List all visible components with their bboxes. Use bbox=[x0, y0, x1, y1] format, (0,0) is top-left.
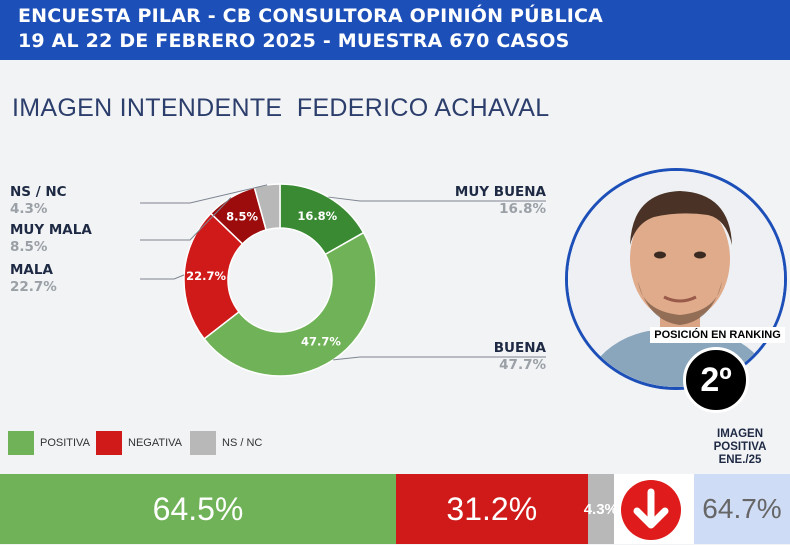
label-buena-value: 47.7% bbox=[499, 357, 546, 373]
leader-line-buena bbox=[333, 356, 546, 361]
legend-label-ns-nc: NS / NC bbox=[222, 437, 263, 449]
ranking-label: POSICIÓN EN RANKING bbox=[650, 327, 785, 343]
slice-value-muy-mala: 8.5% bbox=[226, 209, 258, 223]
leader-line-ns-nc bbox=[140, 184, 268, 204]
slice-value-labels: 16.8%47.7%22.7%8.5%4.3% bbox=[186, 209, 341, 349]
header-banner: ENCUESTA PILAR - CB CONSULTORA OPINIÓN P… bbox=[0, 0, 790, 60]
label-mala-name: MALA bbox=[10, 262, 53, 278]
legend-positiva: POSITIVA bbox=[8, 431, 90, 455]
label-muy-buena-value: 16.8% bbox=[499, 201, 546, 217]
legend-swatch-negativa bbox=[96, 431, 122, 455]
bar-negativa: 31.2% bbox=[396, 474, 588, 544]
label-ns-nc: NS / NC 4.3% bbox=[10, 184, 67, 218]
label-muy-buena: MUY BUENA 16.8% bbox=[420, 184, 546, 218]
leader-line-muy-buena bbox=[328, 196, 546, 202]
person-photo bbox=[565, 168, 787, 390]
label-muy-mala-name: MUY MALA bbox=[10, 222, 92, 238]
label-ns-nc-name: NS / NC bbox=[10, 184, 67, 200]
person-photo-icon bbox=[568, 171, 784, 387]
label-muy-buena-name: MUY BUENA bbox=[454, 184, 546, 200]
bar-ns-nc: 4.3% bbox=[584, 474, 618, 544]
legend-ns-nc: NS / NC bbox=[190, 431, 262, 455]
legend-swatch-ns-nc bbox=[190, 431, 216, 455]
label-ns-nc-value: 4.3% bbox=[10, 201, 48, 217]
label-mala-value: 22.7% bbox=[10, 279, 57, 295]
bar-positiva: 64.5% bbox=[0, 474, 397, 544]
arrow-down-icon bbox=[621, 480, 681, 540]
chart-title: IMAGEN INTENDENTE FEDERICO ACHAVAL bbox=[12, 94, 550, 122]
leader-line-mala bbox=[140, 274, 185, 280]
donut-slices bbox=[183, 183, 377, 377]
previous-value: 64.7% bbox=[694, 474, 790, 544]
slice-buena bbox=[203, 231, 377, 377]
legend-label-positiva: POSITIVA bbox=[40, 437, 90, 449]
label-mala: MALA 22.7% bbox=[10, 262, 57, 296]
legend-swatch-positiva bbox=[8, 431, 34, 455]
label-muy-mala-value: 8.5% bbox=[10, 239, 48, 255]
label-buena-name: BUENA bbox=[493, 340, 546, 356]
slice-value-muy-buena: 16.8% bbox=[297, 209, 337, 223]
slice-value-mala: 22.7% bbox=[186, 269, 226, 283]
legend-negativa: NEGATIVA bbox=[96, 431, 182, 455]
header-line-1: ENCUESTA PILAR - CB CONSULTORA OPINIÓN P… bbox=[18, 5, 604, 27]
label-buena: BUENA 47.7% bbox=[420, 340, 546, 374]
legend-label-negativa: NEGATIVA bbox=[128, 437, 182, 449]
header-line-2: 19 AL 22 DE FEBRERO 2025 - MUESTRA 670 C… bbox=[18, 30, 570, 52]
label-muy-mala: MUY MALA 8.5% bbox=[10, 222, 92, 256]
previous-label: IMAGEN POSITIVA ENE./25 bbox=[713, 428, 767, 466]
ranking-badge: 2º bbox=[683, 347, 749, 413]
slice-value-buena: 47.7% bbox=[301, 335, 341, 349]
leader-line-muy-mala bbox=[140, 197, 232, 241]
leader-lines bbox=[140, 184, 546, 361]
